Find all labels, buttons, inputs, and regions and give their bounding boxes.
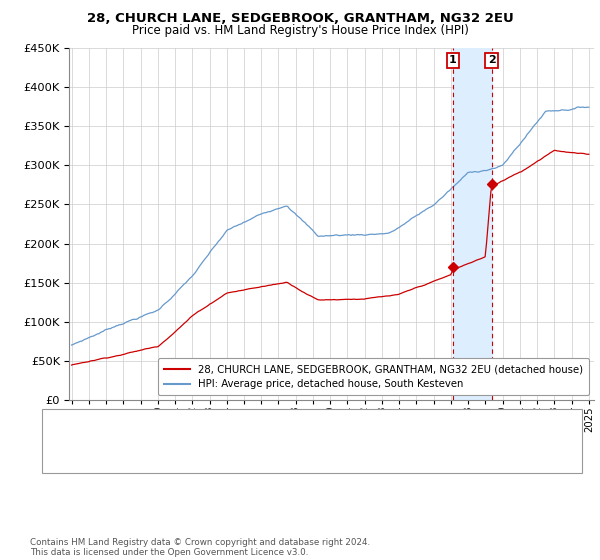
Text: Contains HM Land Registry data © Crown copyright and database right 2024.
This d: Contains HM Land Registry data © Crown c… <box>30 538 370 557</box>
Text: £275,900: £275,900 <box>222 451 275 461</box>
Text: 8% ↓ HPI: 8% ↓ HPI <box>342 451 395 461</box>
Text: Price paid vs. HM Land Registry's House Price Index (HPI): Price paid vs. HM Land Registry's House … <box>131 24 469 36</box>
Text: 10-MAY-2019: 10-MAY-2019 <box>93 451 165 461</box>
Text: 1: 1 <box>59 424 67 435</box>
Text: 17-FEB-2017: 17-FEB-2017 <box>93 424 164 435</box>
Text: £170,000: £170,000 <box>222 424 275 435</box>
Text: 2: 2 <box>488 55 496 66</box>
Text: 38% ↓ HPI: 38% ↓ HPI <box>342 424 401 435</box>
Text: 2: 2 <box>59 451 67 461</box>
Text: 1: 1 <box>449 55 457 66</box>
Text: 28, CHURCH LANE, SEDGEBROOK, GRANTHAM, NG32 2EU: 28, CHURCH LANE, SEDGEBROOK, GRANTHAM, N… <box>86 12 514 25</box>
Legend: 28, CHURCH LANE, SEDGEBROOK, GRANTHAM, NG32 2EU (detached house), HPI: Average p: 28, CHURCH LANE, SEDGEBROOK, GRANTHAM, N… <box>158 358 589 395</box>
Bar <box>453 48 491 400</box>
